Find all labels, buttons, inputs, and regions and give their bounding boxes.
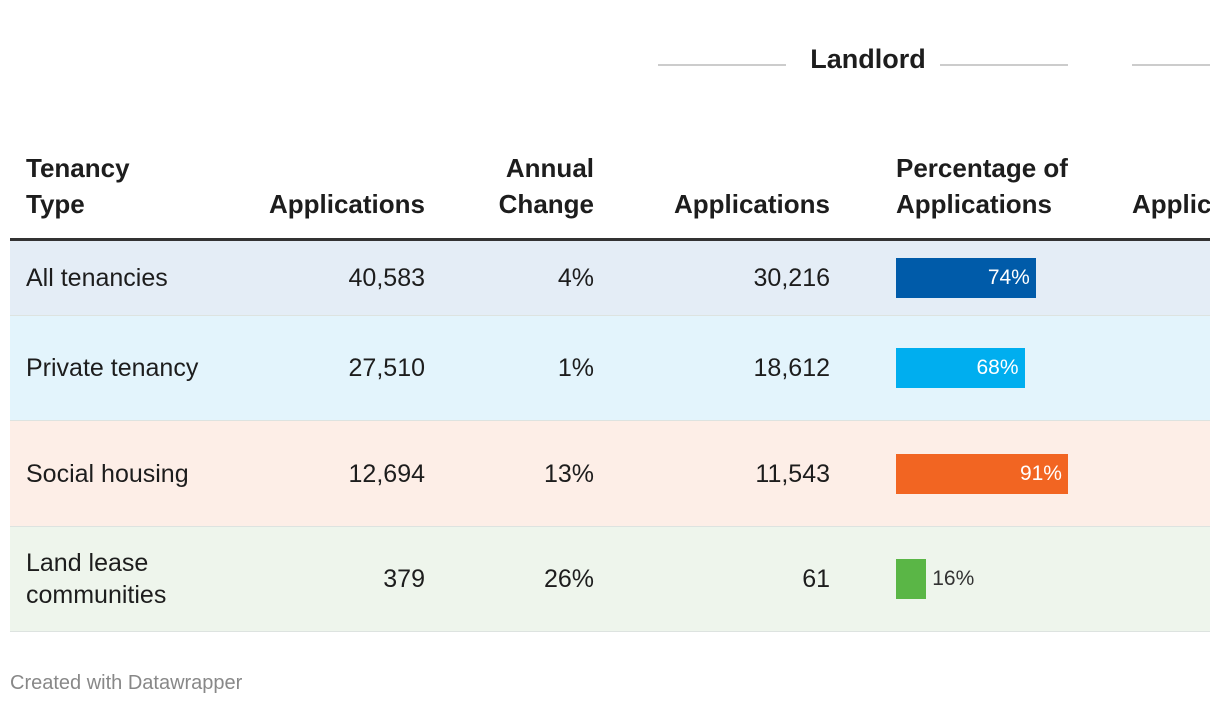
row-label: All tenancies bbox=[26, 264, 168, 292]
bar bbox=[896, 559, 927, 599]
table-body: All tenancies 40,583 4% 30,216 74% Private te… bbox=[10, 241, 1210, 640]
bar bbox=[896, 348, 1025, 388]
bar bbox=[896, 258, 1036, 298]
table-row: All tenancies 40,583 4% 30,216 74% bbox=[10, 241, 1210, 316]
column-header: Applications bbox=[673, 189, 830, 219]
cell-value: 40,583 bbox=[348, 264, 425, 292]
header-rule bbox=[10, 238, 1210, 241]
column-header: Applications bbox=[268, 189, 425, 219]
bar-label: 74% bbox=[987, 266, 1030, 289]
cell-value: 1% bbox=[557, 354, 594, 382]
bar-label: 91% bbox=[1019, 461, 1062, 485]
group-rule bbox=[658, 64, 786, 66]
bar-label: 16% bbox=[932, 567, 975, 590]
cell-value: 30,216 bbox=[753, 264, 830, 292]
cell-value: 61 bbox=[802, 565, 830, 593]
row-label: Private tenancy bbox=[26, 354, 199, 382]
cell-value: 4% bbox=[557, 264, 594, 292]
table: Landlord Tenancy Type Applications Annual … bbox=[10, 0, 1210, 640]
cell-value: 13% bbox=[543, 459, 594, 488]
cell-value: 12,694 bbox=[348, 459, 425, 488]
bar bbox=[896, 453, 1068, 494]
group-rule bbox=[940, 64, 1068, 66]
column-header: Percentage of Applications bbox=[896, 153, 1068, 219]
group-header: Landlord bbox=[810, 44, 926, 74]
table-row: Social housing 12,694 13% 11,543 91% bbox=[10, 421, 1210, 527]
row-label: Land lease communities bbox=[26, 549, 167, 609]
table-row: Land lease communities 379 26% 61 16% bbox=[10, 527, 1210, 632]
footer: Created with Datawrapper bbox=[10, 672, 243, 694]
cell-value: 379 bbox=[383, 565, 425, 593]
column-header: Annual Change bbox=[498, 153, 594, 219]
table-row: Private tenancy 27,510 1% 18,612 68% bbox=[10, 316, 1210, 421]
group-rule bbox=[1132, 64, 1210, 66]
column-header: Tenancy Type bbox=[26, 153, 130, 219]
column-header: Applications bbox=[1132, 189, 1210, 219]
bar-label: 68% bbox=[976, 356, 1019, 379]
header-row: Tenancy Type Applications Annual Change App… bbox=[10, 100, 1210, 222]
row-label: Social housing bbox=[26, 459, 189, 488]
cell-value: 26% bbox=[543, 565, 594, 593]
cell-value: 11,543 bbox=[755, 459, 830, 488]
cell-value: 27,510 bbox=[348, 354, 425, 382]
cell-value: 18,612 bbox=[753, 354, 830, 382]
